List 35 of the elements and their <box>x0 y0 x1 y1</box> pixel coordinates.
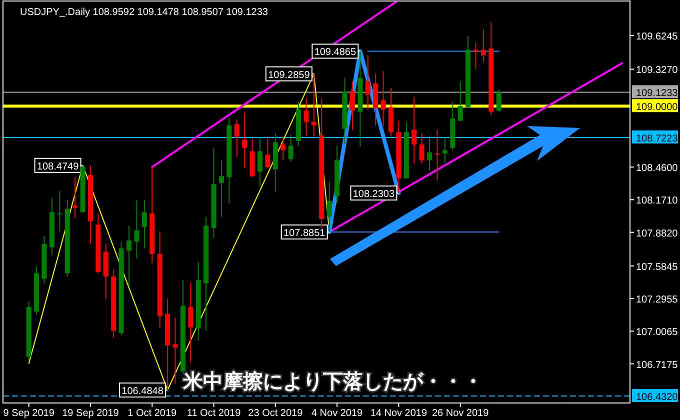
x-tick-label: 19 Sep 2019 <box>62 408 120 419</box>
x-tick-label: 11 Oct 2019 <box>186 408 242 419</box>
x-tick-label: 4 Nov 2019 <box>311 408 364 419</box>
annotation: 106.4848 <box>119 382 168 398</box>
ref-line-label: 106.4320 <box>636 392 678 403</box>
annotation: 106.4848 <box>122 386 164 398</box>
y-tick-label: 107.2955 <box>636 294 678 306</box>
y-tick-label: 107.5845 <box>636 262 678 273</box>
y-tick-label: 108.1710 <box>636 196 678 207</box>
y-tick-label: 109.6245 <box>636 32 678 43</box>
annotation: 109.4865 <box>312 44 361 59</box>
annotation: 108.4749 <box>36 161 80 172</box>
text: USDJPY_.Daily 108.9592 109.1478 108.9507 109.1233 <box>20 7 268 18</box>
annotation: 107.8851 <box>283 228 326 239</box>
y-tick-label: 107.0065 <box>636 327 678 338</box>
x-tick-label: 14 Nov 2019 <box>370 408 428 419</box>
x-tick-label: 26 Nov 2019 <box>432 408 490 419</box>
y-tick-label: 106.7175 <box>636 360 678 371</box>
annotation: 108.2303 <box>350 186 400 200</box>
annotation: 108.4749 <box>34 158 84 173</box>
y-tick-label: 107.8820 <box>636 228 678 240</box>
x-tick-label: 9 Sep 2019 <box>3 408 55 419</box>
y-tick-label: 108.4600 <box>636 163 678 174</box>
annotation: 107.8851 <box>280 224 330 240</box>
y-tick-label: 109.3270 <box>636 65 678 76</box>
ref-line-label: 109.0000 <box>636 102 678 114</box>
annotation: 米中摩擦により下落したが・・・ <box>182 369 483 393</box>
x-tick-label: 1 Oct 2019 <box>128 408 178 419</box>
annotation: 108.2303 <box>352 189 395 200</box>
x-tick-label: 23 Oct 2019 <box>248 408 304 419</box>
annotation: 109.2859 <box>268 70 310 81</box>
ref-line-label: 109.1233 <box>636 88 678 100</box>
annotation: 109.2859 <box>265 66 314 82</box>
annotation: 109.4865 <box>314 47 356 58</box>
ref-line-label: 108.7223 <box>636 133 678 144</box>
